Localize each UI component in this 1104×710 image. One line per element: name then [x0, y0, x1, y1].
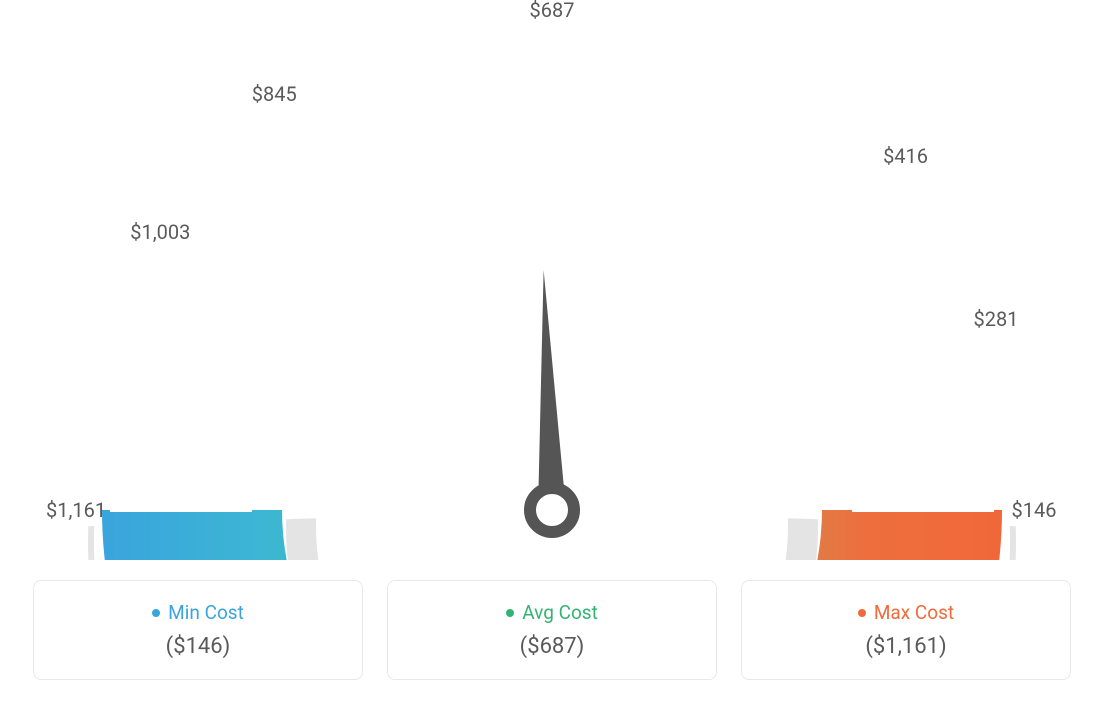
- gauge-tick-label: $845: [252, 82, 297, 106]
- gauge-tick-label: $687: [530, 0, 575, 22]
- cost-gauge-chart: $146$281$416$687$845$1,003$1,161: [52, 20, 1052, 560]
- gauge-svg: [52, 20, 1052, 560]
- legend-card-max: Max Cost ($1,161): [741, 580, 1071, 680]
- dot-icon: [506, 609, 514, 617]
- gauge-tick-label: $281: [973, 307, 1018, 331]
- legend-label-avg: Avg Cost: [416, 601, 688, 624]
- legend-value-max: ($1,161): [770, 634, 1042, 659]
- legend-label-text: Max Cost: [874, 601, 954, 624]
- legend-value-min: ($146): [62, 634, 334, 659]
- legend-label-text: Avg Cost: [522, 601, 598, 624]
- gauge-tick-label: $416: [883, 144, 928, 168]
- gauge-tick-label: $1,161: [46, 498, 106, 522]
- legend-label-text: Min Cost: [168, 601, 244, 624]
- legend-value-avg: ($687): [416, 634, 688, 659]
- legend-card-min: Min Cost ($146): [33, 580, 363, 680]
- legend-label-max: Max Cost: [770, 601, 1042, 624]
- legend-row: Min Cost ($146) Avg Cost ($687) Max Cost…: [0, 580, 1104, 680]
- gauge-tick-label: $146: [1012, 498, 1057, 522]
- legend-card-avg: Avg Cost ($687): [387, 580, 717, 680]
- dot-icon: [152, 609, 160, 617]
- dot-icon: [858, 609, 866, 617]
- legend-label-min: Min Cost: [62, 601, 334, 624]
- gauge-tick-label: $1,003: [130, 220, 190, 244]
